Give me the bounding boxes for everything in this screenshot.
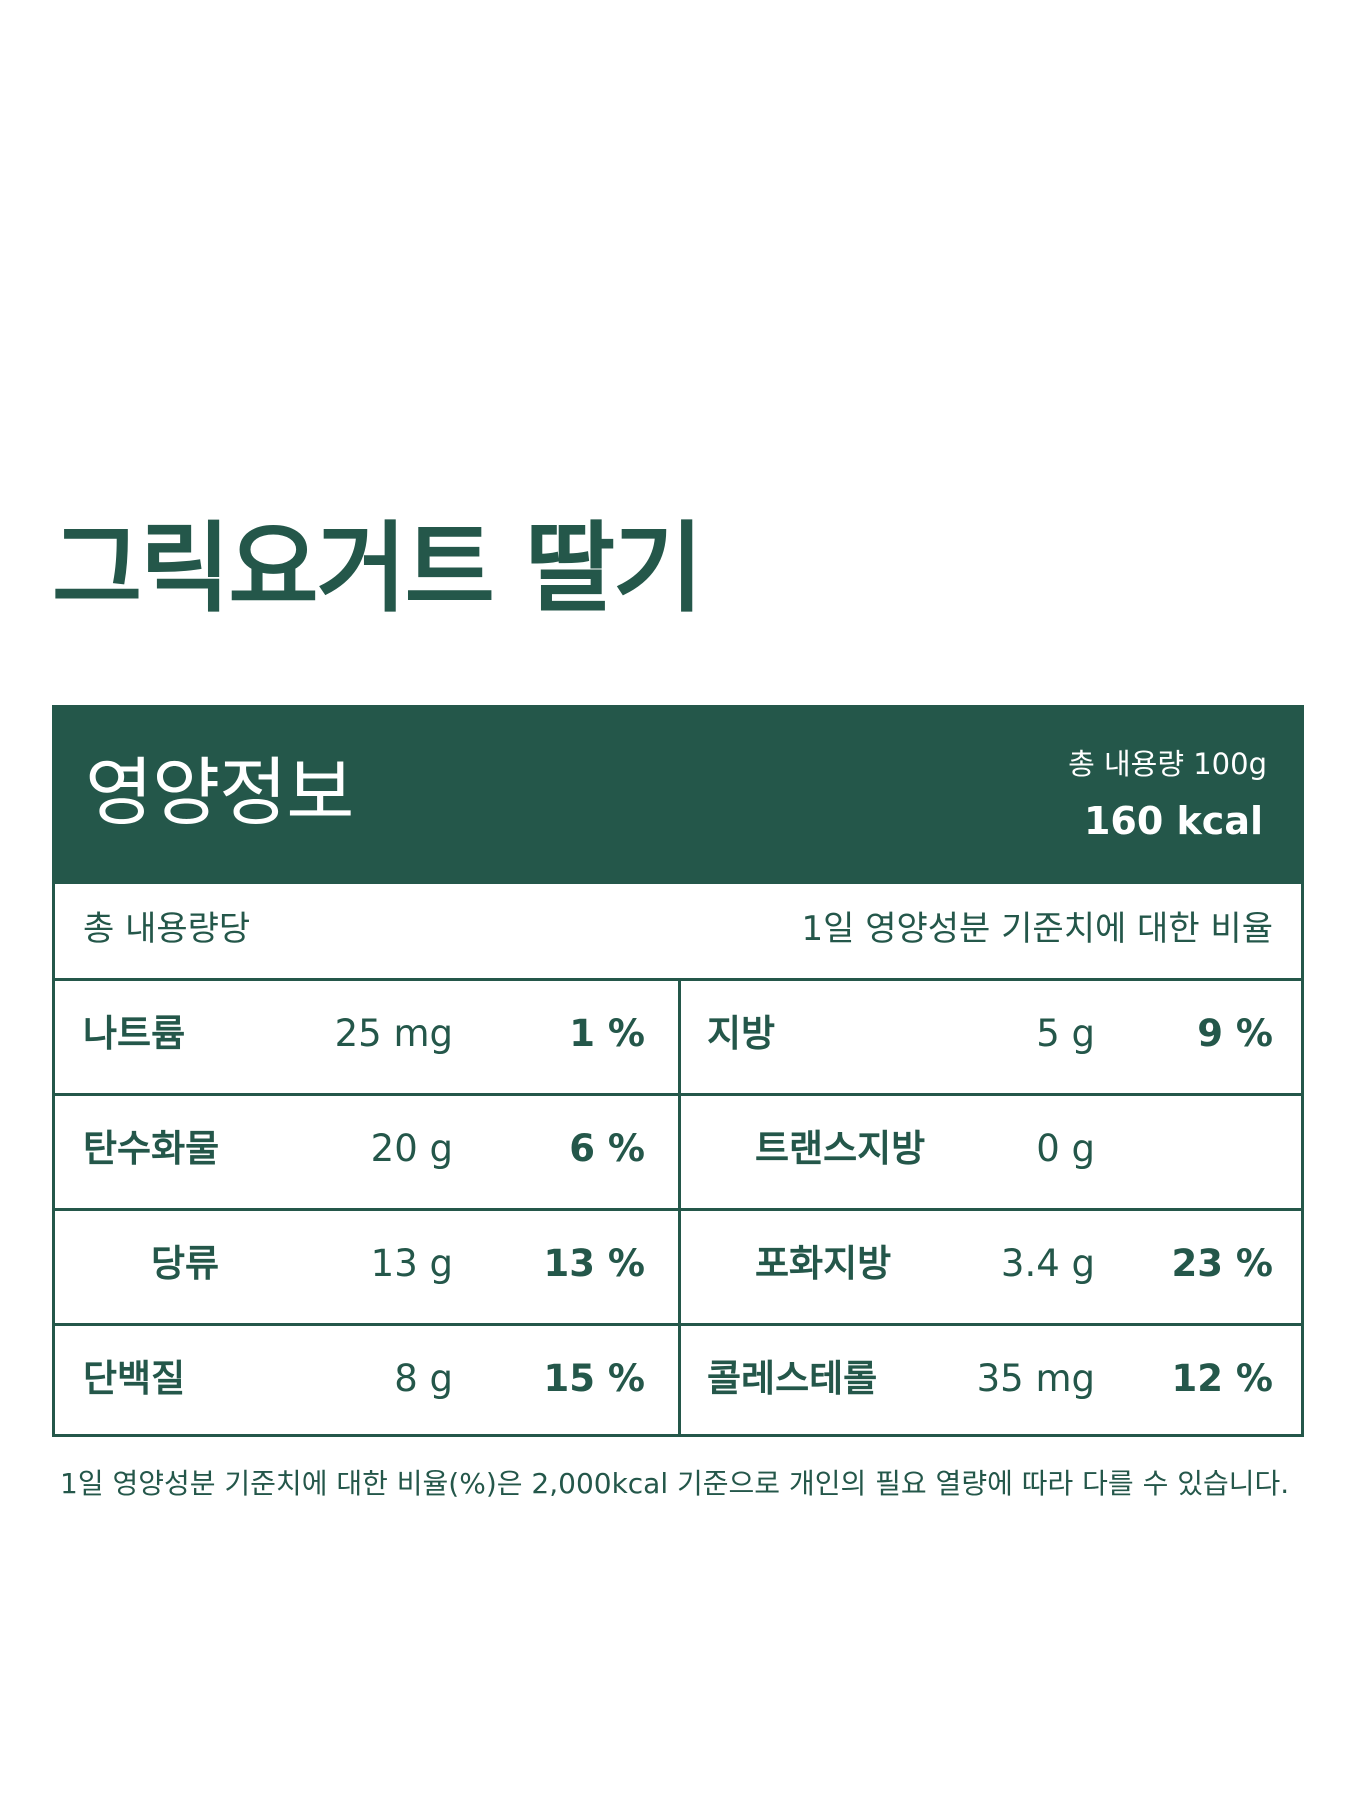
- nutrient-amount: 3.4 g: [1000, 1242, 1095, 1285]
- per-serving-label: 총 내용량당: [83, 909, 251, 949]
- nutrition-panel: 영양정보 총 내용량 100g 160 kcal 총 내용량당 1일 영양성분 …: [52, 705, 1304, 1437]
- nutrient-name: 당류: [151, 1242, 220, 1285]
- panel-subheader: 총 내용량당 1일 영양성분 기준치에 대한 비율: [55, 884, 1301, 981]
- nutrient-name: 콜레스테롤: [707, 1357, 878, 1400]
- nutrient-name: 트랜스지방: [755, 1127, 926, 1170]
- footnote: 1일 영양성분 기준치에 대한 비율(%)은 2,000kcal 기준으로 개인…: [60, 1467, 1290, 1500]
- nutrient-name: 지방: [707, 1012, 776, 1055]
- nutrient-name: 탄수화물: [83, 1127, 220, 1170]
- table-row: 당류 13 g 13 % 포화지방 3.4 g 23 %: [55, 1211, 1301, 1326]
- nutrient-amount: 13 g: [370, 1242, 453, 1285]
- nutrient-amount: 0 g: [1036, 1127, 1095, 1170]
- table-row: 나트륨 25 mg 1 % 지방 5 g 9 %: [55, 981, 1301, 1096]
- calories: 160 kcal: [1083, 799, 1263, 843]
- panel-header: 영양정보 총 내용량 100g 160 kcal: [55, 708, 1301, 884]
- panel-heading: 영양정보: [85, 750, 354, 836]
- nutrient-amount: 8 g: [394, 1357, 453, 1400]
- nutrient-name: 포화지방: [755, 1242, 892, 1285]
- column-divider: [678, 981, 681, 1434]
- nutrient-percent: 15 %: [543, 1357, 645, 1400]
- product-title: 그릭요거트 딸기: [52, 512, 703, 626]
- nutrient-percent: 13 %: [543, 1242, 645, 1285]
- table-row: 단백질 8 g 15 % 콜레스테롤 35 mg 12 %: [55, 1326, 1301, 1441]
- nutrient-percent: 1 %: [569, 1012, 645, 1055]
- nutrient-amount: 35 mg: [976, 1357, 1095, 1400]
- nutrient-amount: 25 mg: [334, 1012, 453, 1055]
- nutrient-percent: 9 %: [1197, 1012, 1273, 1055]
- table-row: 탄수화물 20 g 6 % 트랜스지방 0 g: [55, 1096, 1301, 1211]
- total-size: 총 내용량 100g: [1068, 747, 1267, 781]
- nutrient-percent: 12 %: [1171, 1357, 1273, 1400]
- nutrient-percent: 6 %: [569, 1127, 645, 1170]
- nutrient-name: 단백질: [83, 1357, 186, 1400]
- nutrient-amount: 5 g: [1036, 1012, 1095, 1055]
- daily-ratio-label: 1일 영양성분 기준치에 대한 비율: [801, 909, 1273, 949]
- nutrient-grid: 나트륨 25 mg 1 % 지방 5 g 9 % 탄수화물 20 g 6 % 트…: [55, 981, 1301, 1434]
- nutrient-percent: 23 %: [1171, 1242, 1273, 1285]
- nutrient-name: 나트륨: [83, 1012, 186, 1055]
- nutrient-amount: 20 g: [370, 1127, 453, 1170]
